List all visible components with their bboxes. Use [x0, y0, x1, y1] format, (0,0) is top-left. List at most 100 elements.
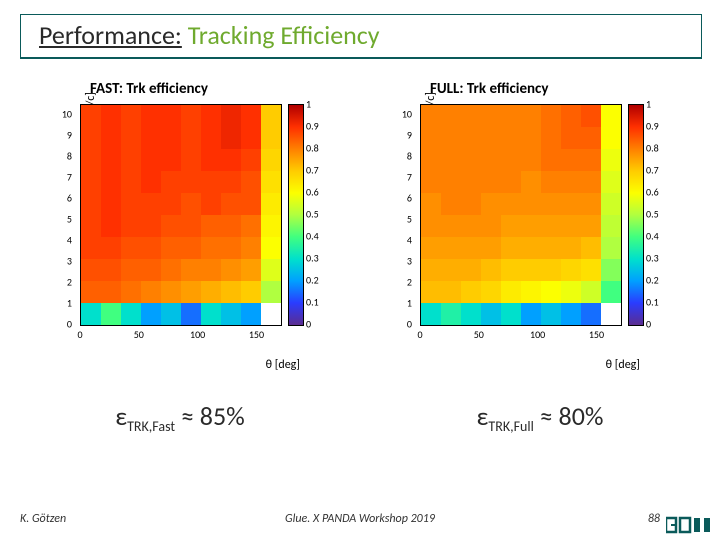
heatmap-cell	[581, 105, 601, 127]
heatmap-cell	[261, 303, 281, 325]
colorbar-tick: 0.8	[306, 142, 319, 155]
heatmap-cell	[101, 237, 121, 259]
chart-full: FULL: Trk efficiency p [Ge.V/c] 01234567…	[380, 80, 680, 380]
colorbar-tick: 0.2	[306, 274, 319, 287]
heatmap-cell	[421, 281, 441, 303]
heatmap-cell	[261, 171, 281, 193]
heatmap-cell	[601, 105, 621, 127]
colorbar-tick: 0.2	[646, 274, 659, 287]
heatmap-cell	[541, 281, 561, 303]
heatmap-cell	[501, 193, 521, 215]
heatmap-cell	[121, 127, 141, 149]
heatmap-cell	[441, 193, 461, 215]
heatmap-cell	[81, 281, 101, 303]
heatmap-cell	[461, 259, 481, 281]
heatmap-cell	[481, 149, 501, 171]
heatmap-cell	[121, 237, 141, 259]
heatmap-cell	[221, 105, 241, 127]
heatmap-cell	[181, 171, 201, 193]
heatmap-cell	[561, 127, 581, 149]
x-axis-label: θ [deg]	[606, 358, 640, 372]
y-tick: 3	[67, 255, 72, 268]
colorbar-tick: 0.5	[306, 208, 319, 221]
heatmap-cell	[161, 259, 181, 281]
heatmap-cell	[481, 281, 501, 303]
heatmap-cell	[121, 281, 141, 303]
heatmap-cell	[561, 105, 581, 127]
heatmap-cell	[121, 303, 141, 325]
heatmap-cell	[581, 303, 601, 325]
heatmap-cell	[81, 105, 101, 127]
heatmap-cell	[441, 281, 461, 303]
heatmap-cell	[161, 127, 181, 149]
heatmap-cell	[141, 193, 161, 215]
heatmap-cell	[521, 127, 541, 149]
heatmap-cell	[561, 215, 581, 237]
heatmap-cell	[161, 171, 181, 193]
heatmap-cell	[81, 127, 101, 149]
heatmap-cell	[521, 149, 541, 171]
heatmap-cell	[421, 215, 441, 237]
heatmap-cell	[121, 105, 141, 127]
y-tick: 9	[67, 129, 72, 142]
heatmap-cell	[481, 237, 501, 259]
heatmap-cell	[481, 303, 501, 325]
heatmap-cell	[81, 303, 101, 325]
heatmap-cell	[521, 215, 541, 237]
heatmap-cell	[501, 127, 521, 149]
heatmap-cell	[421, 237, 441, 259]
colorbar-tick: 0.3	[306, 252, 319, 265]
chart-fast-title: FAST: Trk efficiency	[90, 80, 208, 98]
heatmap-cell	[441, 105, 461, 127]
heatmap-cell	[441, 127, 461, 149]
heatmap-cell	[541, 237, 561, 259]
heatmap-cell	[461, 215, 481, 237]
heatmap-cell	[261, 215, 281, 237]
y-tick: 6	[407, 192, 412, 205]
heatmap-cell	[461, 237, 481, 259]
heatmap-cell	[421, 193, 441, 215]
heatmap-cell	[541, 193, 561, 215]
heatmap-cell	[541, 303, 561, 325]
heatmap-cell	[201, 105, 221, 127]
heatmap-cell	[601, 237, 621, 259]
y-tick: 0	[67, 318, 72, 331]
eff-full-epsilon: ε	[477, 400, 489, 432]
eff-full: εTRK,Full ≈ 80%	[360, 400, 720, 435]
y-tick: 5	[67, 213, 72, 226]
y-tick: 10	[62, 108, 72, 121]
heatmap-cell	[81, 237, 101, 259]
heatmap-cell	[441, 171, 461, 193]
heatmap-cell	[121, 149, 141, 171]
y-tick: 0	[407, 318, 412, 331]
heatmap-cell	[521, 193, 541, 215]
y-tick: 8	[67, 150, 72, 163]
heatmap-cell	[181, 193, 201, 215]
efficiency-row: εTRK,Fast ≈ 85% εTRK,Full ≈ 80%	[0, 400, 720, 435]
colorbar-tick: 0.1	[306, 296, 319, 309]
y-tick: 2	[67, 276, 72, 289]
heatmap-cell	[521, 281, 541, 303]
heatmap-cell	[101, 281, 121, 303]
y-ticks: 012345678910	[40, 104, 76, 324]
heatmap-cell	[581, 215, 601, 237]
y-tick: 3	[407, 255, 412, 268]
heatmap-cell	[541, 215, 561, 237]
heatmap-cell	[221, 171, 241, 193]
heatmap-cell	[101, 303, 121, 325]
heatmap-cell	[521, 105, 541, 127]
y-tick: 1	[407, 297, 412, 310]
heatmap-cell	[241, 215, 261, 237]
heatmap-cell	[481, 105, 501, 127]
heatmap-cell	[201, 193, 221, 215]
y-ticks: 012345678910	[380, 104, 416, 324]
colorbar-tick: 0.6	[306, 186, 319, 199]
heatmap-cell	[141, 127, 161, 149]
heatmap-cell	[601, 259, 621, 281]
heatmap-cell	[101, 259, 121, 281]
heatmap-cell	[241, 127, 261, 149]
heatmap-cell	[421, 149, 441, 171]
heatmap-cell	[181, 259, 201, 281]
colorbar-tick: 0.1	[646, 296, 659, 309]
y-tick: 8	[407, 150, 412, 163]
